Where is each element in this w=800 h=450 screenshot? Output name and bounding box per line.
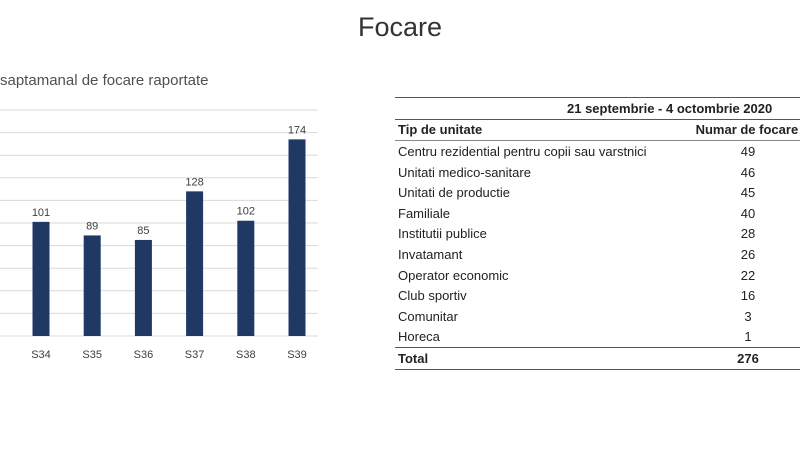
unit-type-cell: Institutii publice <box>398 226 487 242</box>
table-row: Horeca 1 <box>395 327 800 348</box>
table-period-row: 21 septembrie - 4 octombrie 2020 <box>395 98 800 120</box>
unit-type-cell: Comunitar <box>398 308 458 324</box>
outbreak-count-cell: 22 <box>740 267 756 283</box>
table-header-row: Tip de unitate Numar de focare <box>395 120 800 142</box>
chart-title: saptamanal de focare raportate <box>0 72 209 89</box>
data-label: 102 <box>237 206 255 218</box>
outbreak-count-cell: 26 <box>740 246 756 262</box>
outbreak-count-cell: 3 <box>744 308 752 324</box>
unit-type-cell: Unitati de productie <box>398 185 511 201</box>
x-tick-label: S39 <box>287 349 307 361</box>
table-row: Unitati medico-sanitare 46 <box>395 162 800 183</box>
unit-type-cell: Horeca <box>398 329 440 345</box>
table-row: Operator economic 22 <box>395 265 800 286</box>
table-row: Unitati de productie 45 <box>395 182 800 203</box>
table-row: Centru rezidential pentru copii sau vars… <box>395 141 800 162</box>
data-label: 101 <box>32 207 50 219</box>
table-row: Comunitar 3 <box>395 306 800 327</box>
table-row: Club sportiv 16 <box>395 285 800 306</box>
outbreak-count-cell: 1 <box>744 329 752 345</box>
outbreak-count-cell: 49 <box>740 143 756 159</box>
total-value: 276 <box>737 350 759 366</box>
data-label: 89 <box>86 220 98 232</box>
bar-s38 <box>237 220 255 336</box>
x-tick-label: S37 <box>185 349 205 361</box>
unit-type-cell: Club sportiv <box>398 288 467 304</box>
outbreak-count-cell: 40 <box>740 205 756 221</box>
table-row: Familiale 40 <box>395 203 800 224</box>
bar-s36 <box>134 239 152 336</box>
outbreak-count-cell: 45 <box>740 185 756 201</box>
table-row: Institutii publice 28 <box>395 224 800 245</box>
unit-type-cell: Unitati medico-sanitare <box>398 164 531 180</box>
data-label: 128 <box>185 176 203 188</box>
outbreak-count-cell: 16 <box>740 288 756 304</box>
column-header-type: Tip de unitate <box>398 122 483 138</box>
bar-s34 <box>32 221 50 336</box>
data-label: 85 <box>137 225 149 237</box>
table-row: Invatamant 26 <box>395 244 800 265</box>
x-tick-label: S35 <box>82 349 102 361</box>
x-tick-label: S36 <box>134 349 154 361</box>
slide-title: Focare <box>357 12 443 42</box>
data-label: 174 <box>288 124 306 136</box>
unit-type-cell: Operator economic <box>398 267 509 283</box>
unit-type-cell: Centru rezidential pentru copii sau vars… <box>398 143 647 159</box>
table-total-row: Total 276 <box>395 347 800 369</box>
bar-s39 <box>288 139 306 336</box>
total-label: Total <box>398 350 429 366</box>
table-period: 21 septembrie - 4 octombrie 2020 <box>567 100 773 116</box>
outbreak-count-cell: 46 <box>740 164 756 180</box>
outbreak-count-cell: 28 <box>740 226 756 242</box>
column-header-count: Numar de focare <box>695 122 799 138</box>
x-tick-label: S34 <box>31 349 51 361</box>
outbreak-table: 21 septembrie - 4 octombrie 2020 Tip de … <box>395 97 800 370</box>
unit-type-cell: Invatamant <box>398 246 463 262</box>
bar-chart: 101 S34 89 S35 85 S36 128 S37 102 S38 174 S39 <box>0 109 318 361</box>
table-body: Centru rezidential pentru copii sau vars… <box>395 141 800 347</box>
unit-type-cell: Familiale <box>398 205 451 221</box>
bar-s35 <box>83 235 101 336</box>
bar-s37 <box>186 191 204 336</box>
x-tick-label: S38 <box>236 349 256 361</box>
